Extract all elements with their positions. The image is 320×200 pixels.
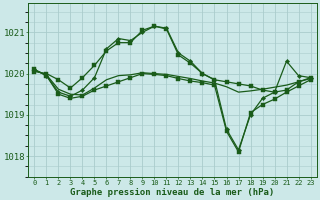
X-axis label: Graphe pression niveau de la mer (hPa): Graphe pression niveau de la mer (hPa) — [70, 188, 275, 197]
